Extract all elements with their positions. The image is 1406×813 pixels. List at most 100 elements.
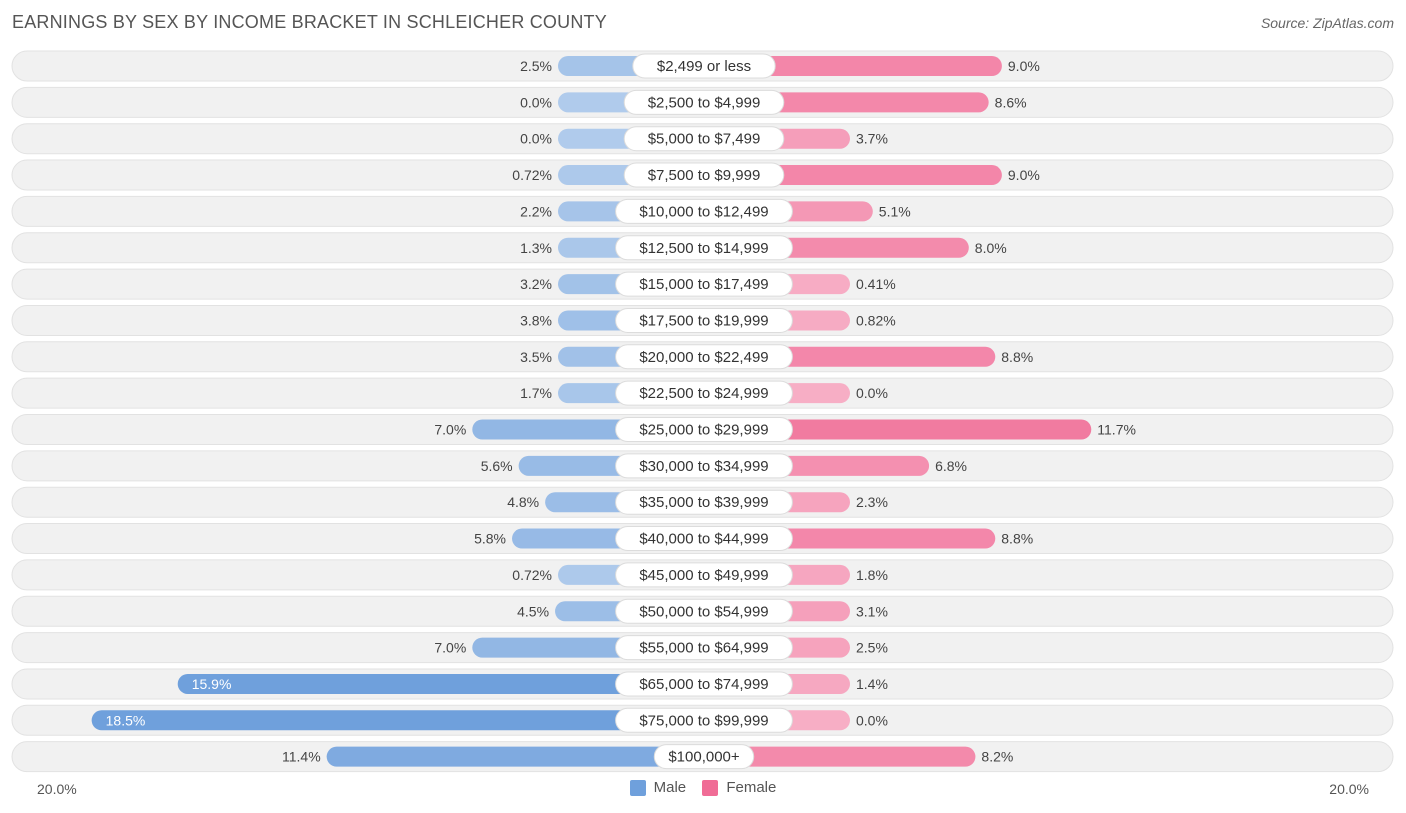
category-pill	[615, 707, 793, 733]
male-value-label: 5.8%	[474, 531, 506, 547]
female-value-label: 0.41%	[856, 276, 896, 292]
female-bar	[704, 419, 1092, 440]
category-label: $7,500 to $9,999	[648, 167, 761, 184]
male-value-label: 4.8%	[507, 494, 539, 510]
male-value-label: 7.0%	[434, 422, 466, 438]
female-value-label: 9.0%	[1008, 167, 1040, 183]
legend-label-male: Male	[653, 779, 687, 796]
male-value-label: 3.2%	[520, 276, 552, 292]
category-label: $100,000+	[668, 749, 740, 766]
category-pill	[653, 744, 755, 770]
male-value-label: 3.8%	[520, 312, 552, 328]
axis-label-left: 20.0%	[37, 781, 77, 797]
male-value-label: 0.72%	[512, 567, 552, 583]
bar-chart: 2.5% 9.0% $2,499 or less 0.0% 8.6% $2,500 to …	[11, 50, 1394, 773]
chart-row: 4.5% 3.1% $50,000 to $54,999	[11, 595, 1394, 627]
male-value-label: 7.0%	[434, 640, 466, 656]
female-value-label: 5.1%	[879, 203, 911, 219]
chart-row: 0.72% 9.0% $7,500 to $9,999	[11, 159, 1394, 191]
male-bar	[177, 673, 704, 694]
chart-row: 2.2% 5.1% $10,000 to $12,499	[11, 195, 1394, 227]
chart-row: 3.2% 0.41% $15,000 to $17,499	[11, 268, 1394, 300]
male-value-label: 0.0%	[520, 131, 552, 147]
source-label: Source: ZipAtlas.com	[1260, 15, 1394, 31]
category-label: $15,000 to $17,499	[639, 276, 768, 293]
female-value-label: 0.0%	[856, 712, 888, 728]
category-pill	[615, 380, 793, 406]
category-label: $17,500 to $19,999	[639, 312, 768, 329]
legend-swatch-female	[702, 779, 719, 796]
chart-row: 1.7% 0.0% $22,500 to $24,999	[11, 377, 1394, 409]
male-value-label: 18.5%	[106, 712, 146, 728]
category-pill	[615, 198, 793, 224]
male-value-label: 3.5%	[520, 349, 552, 365]
category-label: $20,000 to $22,499	[639, 349, 768, 366]
category-pill	[615, 598, 793, 624]
female-value-label: 8.8%	[1001, 349, 1033, 365]
male-value-label: 15.9%	[192, 676, 232, 692]
male-value-label: 1.7%	[520, 385, 552, 401]
category-label: $22,500 to $24,999	[639, 385, 768, 402]
category-pill	[615, 671, 793, 697]
chart-row: 3.5% 8.8% $20,000 to $22,499	[11, 341, 1394, 373]
category-label: $2,499 or less	[657, 58, 751, 75]
chart-row: 7.0% 2.5% $55,000 to $64,999	[11, 632, 1394, 664]
category-label: $30,000 to $34,999	[639, 458, 768, 475]
category-label: $25,000 to $29,999	[639, 422, 768, 439]
category-pill	[615, 453, 793, 479]
category-label: $50,000 to $54,999	[639, 603, 768, 620]
chart-row: 5.6% 6.8% $30,000 to $34,999	[11, 450, 1394, 482]
female-bar	[704, 56, 1002, 76]
chart-row: 0.0% 8.6% $2,500 to $4,999	[11, 86, 1394, 118]
female-value-label: 3.1%	[856, 603, 888, 619]
female-value-label: 1.8%	[856, 567, 888, 583]
male-bar	[91, 710, 704, 731]
female-value-label: 6.8%	[935, 458, 967, 474]
category-label: $2,500 to $4,999	[648, 94, 761, 111]
chart-row: 0.0% 3.7% $5,000 to $7,499	[11, 123, 1394, 155]
legend-item-male[interactable]: Male	[629, 779, 687, 796]
male-value-label: 2.2%	[520, 203, 552, 219]
category-pill	[623, 89, 785, 115]
category-label: $75,000 to $99,999	[639, 712, 768, 729]
legend-item-female[interactable]: Female	[702, 779, 776, 796]
category-pill	[615, 526, 793, 552]
category-pill	[615, 417, 793, 442]
category-label: $12,500 to $14,999	[639, 240, 768, 257]
category-label: $40,000 to $44,999	[639, 531, 768, 548]
female-value-label: 8.0%	[975, 240, 1007, 256]
legend: Male Female	[0, 779, 1406, 800]
category-label: $55,000 to $64,999	[639, 640, 768, 657]
chart-row: 1.3% 8.0% $12,500 to $14,999	[11, 232, 1394, 264]
legend-swatch-male	[629, 779, 646, 796]
female-value-label: 8.2%	[981, 749, 1013, 765]
chart-row: 5.8% 8.8% $40,000 to $44,999	[11, 523, 1394, 555]
male-value-label: 0.0%	[520, 94, 552, 110]
male-value-label: 5.6%	[481, 458, 513, 474]
category-pill	[615, 562, 793, 588]
female-value-label: 1.4%	[856, 676, 888, 692]
female-value-label: 8.6%	[995, 94, 1027, 110]
category-pill	[623, 126, 785, 152]
category-pill	[615, 489, 793, 515]
female-value-label: 11.7%	[1097, 422, 1136, 438]
category-label: $5,000 to $7,499	[648, 131, 761, 148]
female-value-label: 2.3%	[856, 494, 888, 510]
category-pill	[615, 271, 793, 297]
category-label: $35,000 to $39,999	[639, 494, 768, 511]
female-value-label: 9.0%	[1008, 58, 1040, 74]
category-pill	[615, 235, 793, 261]
male-value-label: 1.3%	[520, 240, 552, 256]
legend-label-female: Female	[726, 779, 777, 796]
female-value-label: 2.5%	[856, 640, 888, 656]
category-pill	[632, 53, 776, 79]
male-bar	[326, 746, 704, 767]
female-bar	[704, 746, 976, 767]
category-label: $65,000 to $74,999	[639, 676, 768, 693]
chart-title: EARNINGS BY SEX BY INCOME BRACKET IN SCH…	[12, 12, 607, 32]
female-value-label: 8.8%	[1001, 531, 1033, 547]
female-value-label: 0.82%	[856, 312, 896, 328]
category-pill	[615, 307, 793, 333]
chart-row: 11.4% 8.2% $100,000+	[11, 741, 1394, 773]
category-pill	[615, 635, 793, 661]
